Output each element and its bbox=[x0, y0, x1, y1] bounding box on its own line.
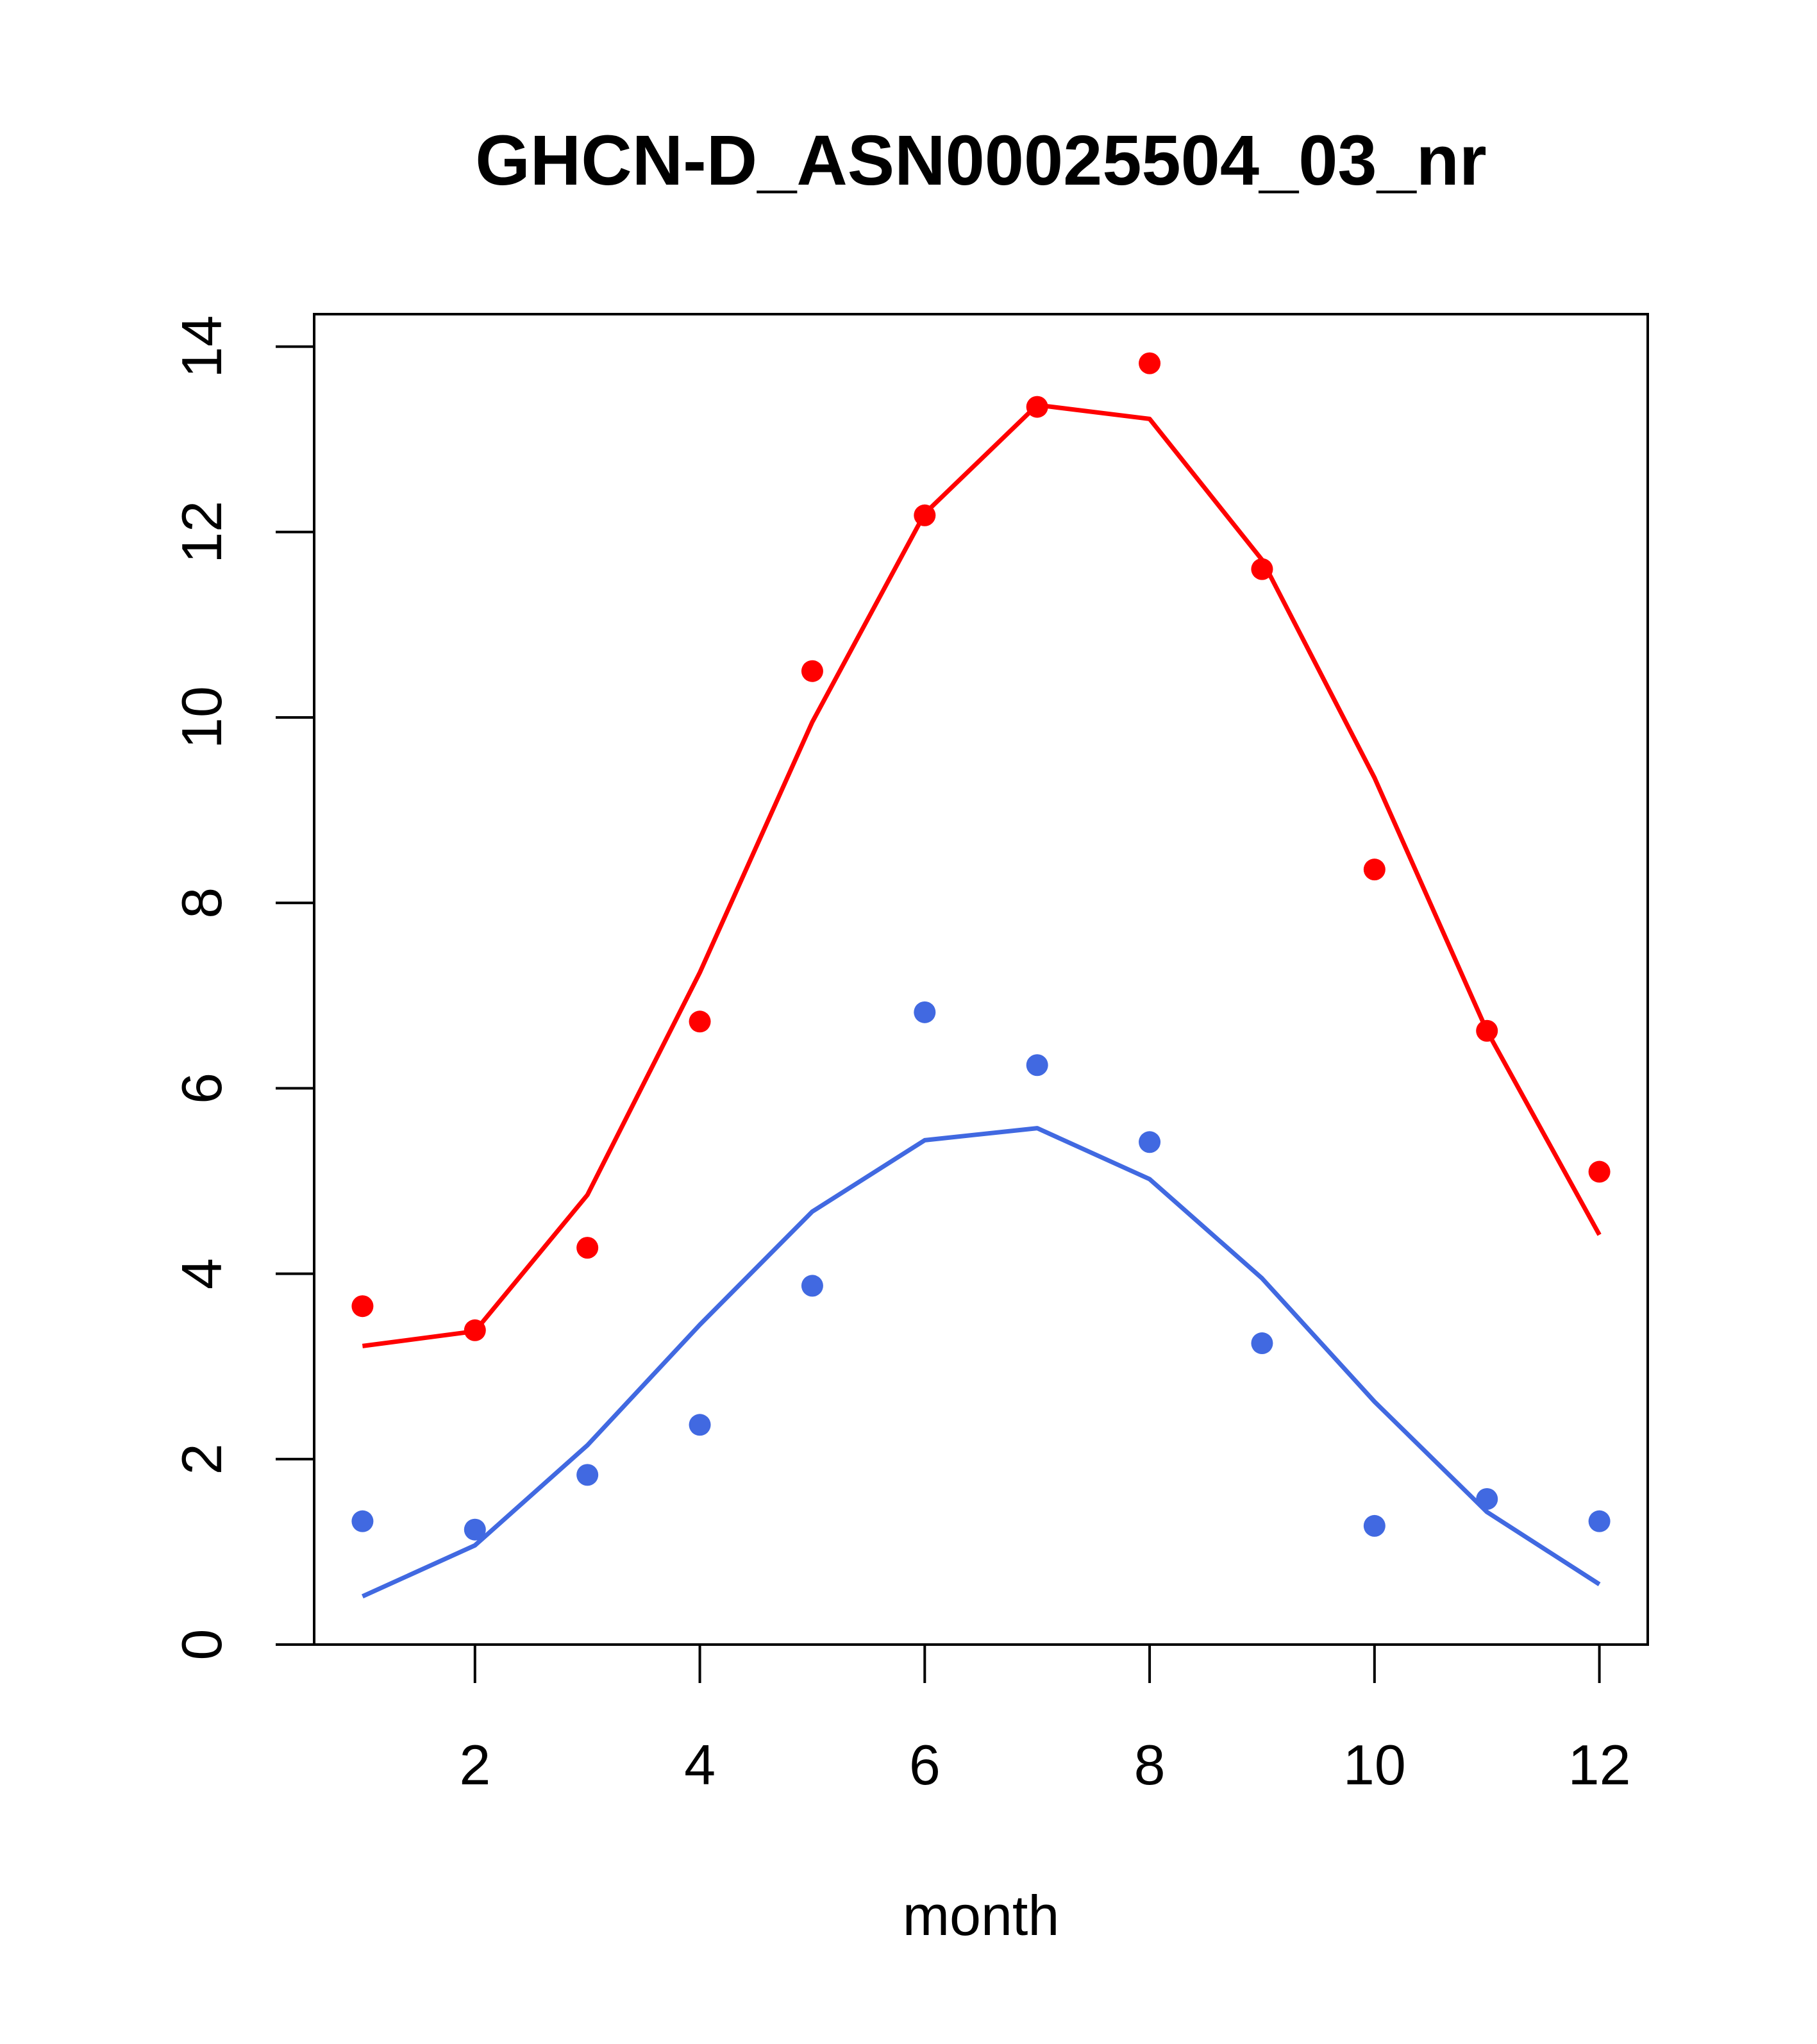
series-2-point bbox=[1251, 1332, 1273, 1355]
y-tick-label: 14 bbox=[170, 315, 233, 378]
x-axis-label: month bbox=[903, 1884, 1060, 1947]
x-tick-label: 2 bbox=[459, 1733, 490, 1797]
series-2-line bbox=[361, 1126, 1601, 1598]
series-1-point bbox=[1026, 396, 1048, 418]
series-2-point bbox=[576, 1464, 599, 1486]
x-tick-label: 10 bbox=[1343, 1733, 1406, 1797]
series-1-point bbox=[1588, 1160, 1611, 1183]
series-1-point bbox=[576, 1237, 599, 1259]
series-2-point bbox=[464, 1518, 486, 1541]
y-tick-label: 12 bbox=[170, 501, 233, 564]
series-1-point bbox=[689, 1010, 711, 1033]
y-tick-label: 10 bbox=[170, 686, 233, 749]
series-1-point bbox=[464, 1319, 486, 1341]
y-tick-label: 2 bbox=[170, 1443, 233, 1475]
series-1-point bbox=[351, 1295, 374, 1318]
series-2-point bbox=[801, 1275, 823, 1297]
x-axis: 2 4 6 8 10 12 bbox=[459, 1643, 1631, 1797]
x-tick-label: 6 bbox=[909, 1733, 941, 1797]
series-1-point bbox=[1476, 1019, 1498, 1042]
series-2-point bbox=[914, 1001, 936, 1023]
series-1 bbox=[351, 352, 1611, 1348]
x-tick-label: 12 bbox=[1568, 1733, 1631, 1797]
series-2 bbox=[351, 1001, 1611, 1598]
series-1-point bbox=[1139, 352, 1161, 374]
series-1-point bbox=[801, 660, 823, 682]
series-2-point bbox=[689, 1414, 711, 1436]
series-2-point bbox=[1363, 1514, 1386, 1537]
series-1-line bbox=[362, 403, 1602, 1348]
plot-frame bbox=[313, 313, 1649, 1646]
series-2-point bbox=[1476, 1487, 1498, 1510]
y-tick-label: 4 bbox=[170, 1258, 233, 1289]
y-tick-label: 6 bbox=[170, 1073, 233, 1104]
x-tick-label: 4 bbox=[684, 1733, 716, 1797]
chart-title: GHCN-D_ASN00025504_03_nr bbox=[475, 121, 1487, 200]
y-axis: 0 2 4 6 8 10 12 14 bbox=[170, 315, 315, 1661]
series-1-point bbox=[1363, 859, 1386, 881]
series-2-point bbox=[1139, 1131, 1161, 1153]
series-2-point bbox=[351, 1510, 374, 1532]
y-tick-label: 0 bbox=[170, 1629, 233, 1661]
x-tick-label: 8 bbox=[1134, 1733, 1166, 1797]
series-1-point bbox=[914, 504, 936, 526]
series-1-point bbox=[1251, 558, 1273, 580]
y-tick-label: 8 bbox=[170, 887, 233, 919]
series-2-point bbox=[1588, 1510, 1611, 1532]
series-2-point bbox=[1026, 1054, 1048, 1076]
series-layer bbox=[351, 352, 1611, 1598]
